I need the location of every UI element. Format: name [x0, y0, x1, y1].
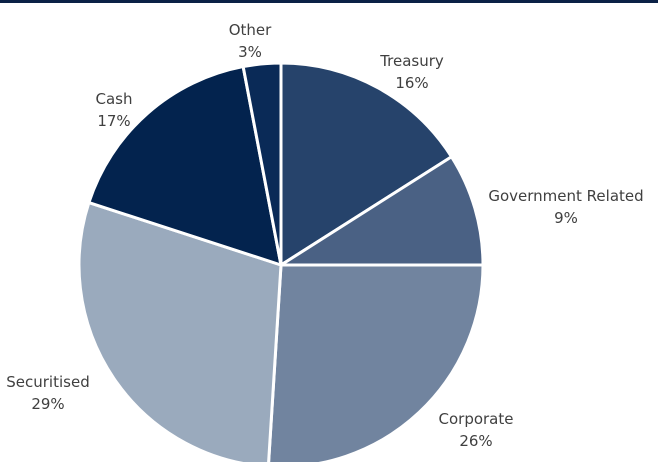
slice-percent-corporate: 26% — [459, 432, 492, 450]
slice-percent-treasury: 16% — [395, 74, 428, 92]
slice-percent-other: 3% — [238, 43, 262, 61]
data-label-cash: Cash 17% — [96, 90, 133, 130]
slice-name-corporate: Corporate — [439, 410, 514, 428]
slice-corporate — [267, 263, 485, 462]
data-label-other: Other 3% — [229, 21, 272, 61]
slice-name-treasury: Treasury — [379, 52, 444, 70]
slice-treasury — [279, 61, 454, 267]
slice-name-securitised: Securitised — [6, 373, 89, 391]
top-rule — [0, 0, 658, 3]
slice-other — [241, 61, 283, 267]
slice-securitised — [77, 201, 283, 462]
slice-name-government-related: Government Related — [488, 187, 643, 205]
data-label-government-related: Government Related 9% — [488, 187, 643, 227]
slice-government-related — [279, 155, 485, 267]
data-label-treasury: Treasury 16% — [379, 52, 444, 92]
data-label-corporate: Corporate 26% — [439, 410, 514, 450]
slice-name-other: Other — [229, 21, 272, 39]
slice-percent-government-related: 9% — [554, 209, 578, 227]
slice-cash — [87, 65, 283, 267]
data-label-securitised: Securitised 29% — [6, 373, 89, 413]
slice-percent-cash: 17% — [97, 112, 130, 130]
slice-percent-securitised: 29% — [31, 395, 64, 413]
slice-name-cash: Cash — [96, 90, 133, 108]
